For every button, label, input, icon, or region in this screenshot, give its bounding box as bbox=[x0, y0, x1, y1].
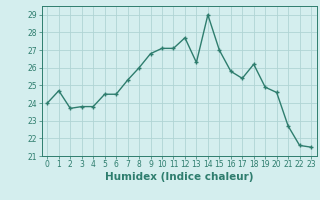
X-axis label: Humidex (Indice chaleur): Humidex (Indice chaleur) bbox=[105, 172, 253, 182]
